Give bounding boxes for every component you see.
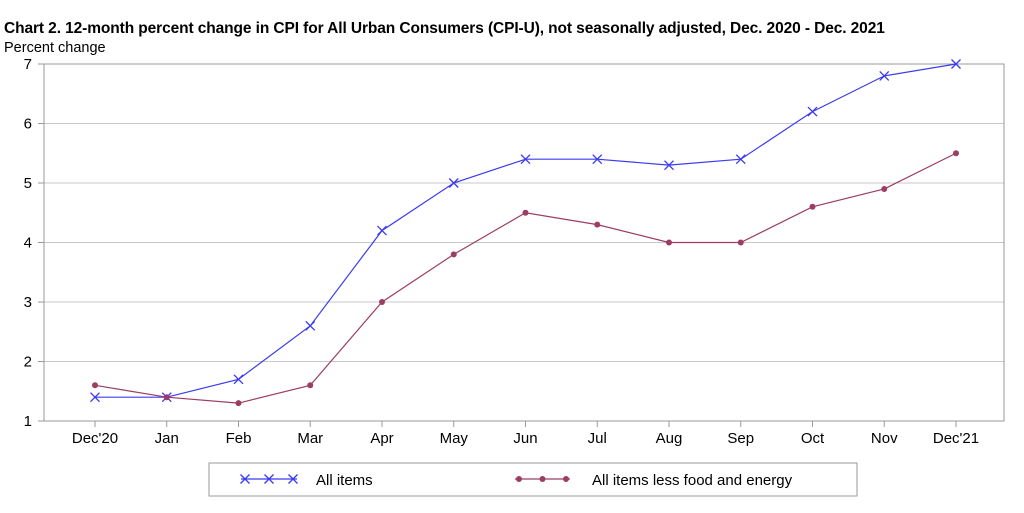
legend-marker bbox=[240, 474, 250, 484]
series-line-core bbox=[94, 152, 957, 404]
x-tick-label: Oct bbox=[801, 430, 825, 447]
data-point-core bbox=[522, 209, 529, 216]
data-point-all-items bbox=[233, 374, 244, 385]
data-point-core bbox=[809, 203, 816, 210]
legend-marker bbox=[264, 474, 274, 484]
x-axis: Dec'20 Jan Feb Mar Apr May Jun Jul Aug Sep Oct Nov D… bbox=[72, 421, 979, 447]
data-point-core bbox=[450, 251, 457, 258]
data-point-core bbox=[953, 150, 959, 157]
x-tick-label: Sep bbox=[727, 430, 754, 447]
chart-title: Chart 2. 12-month percent change in CPI … bbox=[4, 20, 885, 37]
data-point-all-items bbox=[305, 320, 316, 331]
legend-item-core: All items less food and energy bbox=[515, 472, 793, 489]
series-layer bbox=[90, 59, 961, 407]
x-tick-label: Feb bbox=[226, 430, 252, 447]
data-point-core bbox=[163, 394, 170, 401]
data-point-core bbox=[881, 185, 888, 192]
data-point-core bbox=[235, 400, 242, 407]
y-tick-label: 5 bbox=[24, 175, 32, 192]
data-point-all-items bbox=[664, 160, 674, 171]
y-tick-label: 3 bbox=[24, 294, 32, 311]
y-tick-label: 7 bbox=[24, 56, 32, 73]
legend-marker bbox=[288, 474, 298, 484]
x-tick-label: Aug bbox=[656, 430, 683, 447]
x-tick-label: Jan bbox=[155, 430, 179, 447]
legend-swatch-core bbox=[515, 476, 570, 482]
x-tick-label: Jul bbox=[588, 430, 607, 447]
y-tick-label: 6 bbox=[24, 116, 32, 133]
legend-label-core: All items less food and energy bbox=[592, 472, 793, 489]
legend-item-all-items: All items bbox=[240, 472, 373, 489]
data-point-all-items bbox=[951, 59, 961, 69]
legend-marker bbox=[516, 476, 522, 482]
y-axis: 1 2 3 4 5 6 7 bbox=[24, 56, 44, 430]
data-point-core bbox=[666, 239, 672, 246]
x-tick-label: Nov bbox=[871, 430, 898, 447]
data-point-core bbox=[737, 239, 744, 246]
data-point-all-items bbox=[735, 154, 746, 165]
x-tick-label: Mar bbox=[297, 430, 323, 447]
legend-marker bbox=[563, 476, 569, 482]
data-point-core bbox=[379, 299, 385, 305]
data-point-all-items bbox=[520, 154, 531, 165]
data-point-all-items bbox=[448, 178, 459, 188]
y-tick-label: 4 bbox=[24, 235, 32, 252]
data-point-all-items bbox=[807, 106, 818, 117]
data-point-core bbox=[92, 382, 98, 389]
chart-subtitle: Percent change bbox=[4, 40, 106, 56]
data-point-all-items bbox=[879, 70, 890, 81]
x-tick-label: Dec'21 bbox=[933, 430, 979, 447]
y-tick-label: 1 bbox=[24, 413, 32, 430]
x-tick-label: Dec'20 bbox=[72, 430, 118, 447]
legend: All items All items less food and energy bbox=[208, 462, 858, 497]
data-point-all-items bbox=[90, 392, 100, 403]
legend-swatch-all-items bbox=[240, 474, 298, 484]
gridlines bbox=[44, 123, 1004, 362]
data-point-core bbox=[594, 221, 601, 228]
data-point-all-items bbox=[377, 225, 387, 236]
x-tick-label: May bbox=[440, 430, 469, 447]
x-tick-label: Jun bbox=[513, 430, 537, 447]
data-point-core bbox=[307, 382, 314, 389]
data-point-all-items bbox=[592, 154, 603, 165]
y-tick-label: 2 bbox=[24, 354, 32, 371]
series-line-all-items bbox=[95, 63, 957, 398]
legend-label-all-items: All items bbox=[316, 472, 373, 489]
x-tick-label: Apr bbox=[370, 430, 393, 447]
legend-marker bbox=[539, 476, 546, 482]
